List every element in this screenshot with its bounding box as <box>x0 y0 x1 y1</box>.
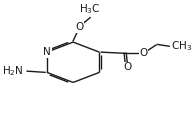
Text: O: O <box>124 62 132 72</box>
Text: N: N <box>43 47 51 57</box>
Text: $\mathregular{H_2N}$: $\mathregular{H_2N}$ <box>2 64 24 78</box>
Text: $\mathregular{CH_3}$: $\mathregular{CH_3}$ <box>171 39 192 53</box>
Text: $\mathregular{H_3C}$: $\mathregular{H_3C}$ <box>79 2 101 16</box>
Text: O: O <box>139 48 147 58</box>
Text: O: O <box>75 22 83 32</box>
